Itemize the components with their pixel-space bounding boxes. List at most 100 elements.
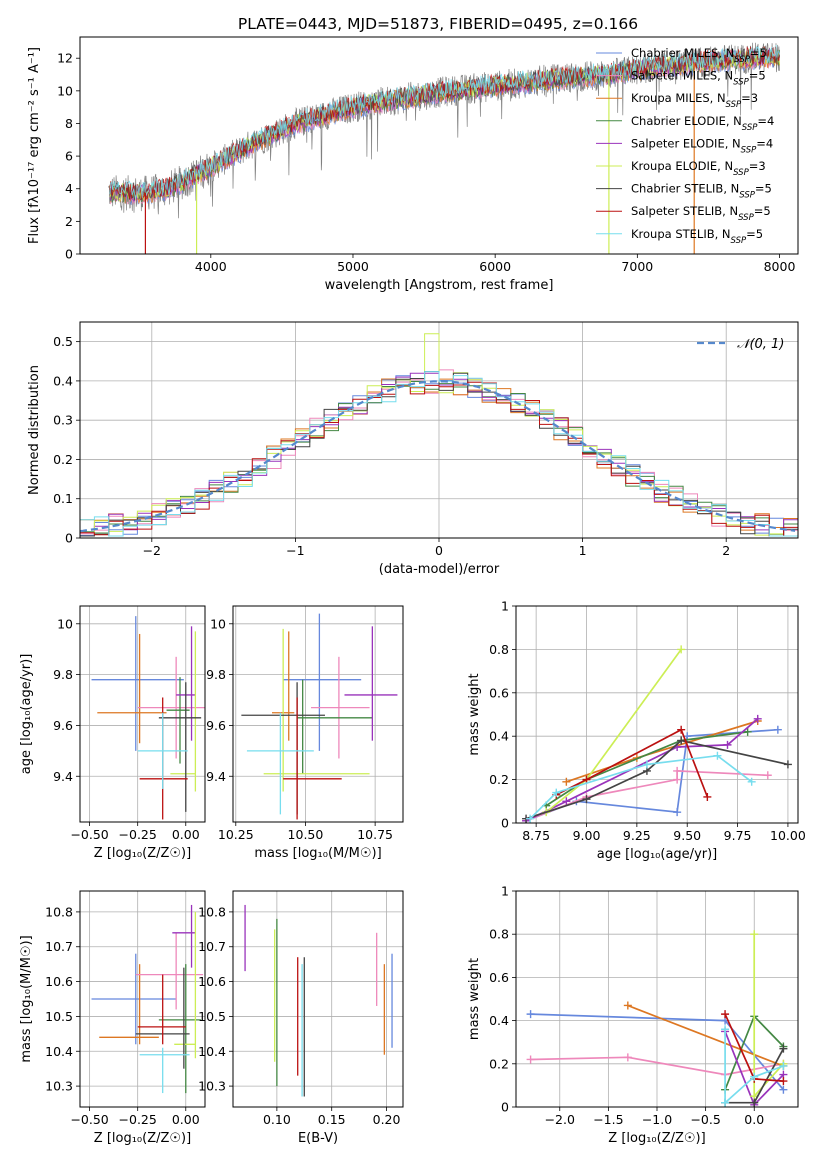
weight-line — [545, 731, 748, 807]
y-tick-label: 0.1 — [53, 491, 73, 506]
y-tick-label: 0.4 — [53, 373, 73, 388]
age_vs_mass-plot-area — [241, 613, 398, 820]
weight-point — [743, 727, 752, 736]
y-axis-label: Normed distribution — [27, 365, 42, 495]
weight-point — [673, 766, 682, 775]
x-tick-label: 8000 — [764, 259, 796, 274]
weight-point — [677, 736, 686, 745]
y-tick-label: 0 — [501, 1100, 509, 1115]
weight-point — [750, 930, 759, 939]
x-tick-label: −0.25 — [119, 827, 157, 842]
x-axis-label: E(B-V) — [298, 1131, 338, 1146]
y-tick-label: 0 — [501, 816, 509, 831]
x-tick-label: −0.50 — [70, 827, 108, 842]
weight-point — [677, 725, 686, 734]
x-tick-label: 9.00 — [573, 828, 601, 843]
mass_vs_Z-frame — [79, 890, 206, 1108]
y-tick-label: 10.3 — [45, 1079, 73, 1094]
age_vs_Z-panel: −0.50 −0.25 0.00 9.4 9.6 9.8 10 Z [log₁₀(Z/Z☉)]… — [19, 605, 206, 861]
residual-histogram — [80, 381, 798, 537]
y-tick-label: 10.4 — [45, 1044, 73, 1059]
weight-point — [721, 1025, 730, 1034]
x-tick-label: −2 — [143, 543, 161, 558]
weight-point — [723, 740, 732, 749]
x-tick-label: 1 — [579, 543, 587, 558]
weight-point — [763, 771, 772, 780]
x-tick-label: −0.5 — [690, 1112, 720, 1127]
y-tick-label: 12 — [57, 51, 73, 66]
y-tick-label: 10 — [57, 83, 73, 98]
weight_vs_Z-panel: −2.0 −1.5 −1.0 −0.5 0.0 0 0.2 0.4 0.6 0.8 1 Z [log₁… — [467, 884, 799, 1146]
age_vs_Z-frame — [79, 605, 206, 823]
x-tick-label: 2 — [722, 543, 730, 558]
x-tick-label: 0.20 — [373, 1112, 401, 1127]
weight-line — [627, 1004, 784, 1067]
x-tick-label: 0.00 — [172, 827, 200, 842]
y-tick-label: 0.6 — [489, 970, 509, 985]
y-tick-label: 0.2 — [489, 1056, 509, 1071]
normal-curve — [80, 380, 796, 533]
mass_vs_ebv-panel: 0.10 0.15 0.20 10.3 10.4 10.5 10.6 10.7 10.8 E(B-… — [198, 890, 404, 1146]
y-tick-label: 10.8 — [198, 904, 226, 919]
weight-point — [526, 1010, 535, 1019]
x-tick-label: 8.75 — [522, 828, 550, 843]
weight-point — [779, 1077, 788, 1086]
y-axis-label: mass weight — [467, 958, 482, 1040]
y-tick-label: 0.3 — [53, 413, 73, 428]
figure-title: PLATE=0443, MJD=51873, FIBERID=0495, z=0… — [238, 15, 638, 33]
x-tick-label: 5000 — [337, 259, 369, 274]
y-tick-label: 0 — [65, 531, 73, 546]
x-axis-label: age [log₁₀(age/yr)] — [597, 847, 718, 862]
y-tick-label: 0.2 — [53, 452, 73, 467]
y-tick-label: 10.6 — [45, 974, 73, 989]
mass_vs_ebv-grid — [233, 891, 403, 1107]
x-tick-label: 10.50 — [288, 827, 324, 842]
weight-point — [721, 1098, 730, 1107]
weight-point — [673, 775, 682, 784]
weight-point — [526, 1055, 535, 1064]
x-tick-label: 0 — [435, 543, 443, 558]
y-tick-label: 9.8 — [206, 667, 226, 682]
x-tick-label: −1.5 — [593, 1112, 623, 1127]
x-tick-label: 10.25 — [218, 827, 254, 842]
weight-point — [526, 814, 535, 823]
weight-point — [623, 1001, 632, 1010]
mass_vs_Z-plot-area — [91, 904, 204, 1094]
y-tick-label: 10.7 — [198, 939, 226, 954]
weight-point — [582, 775, 591, 784]
x-tick-label: 0.00 — [172, 1112, 200, 1127]
x-tick-label: 0.0 — [744, 1112, 764, 1127]
y-tick-label: 10.3 — [198, 1079, 226, 1094]
y-tick-label: 10.6 — [198, 974, 226, 989]
y-tick-label: 9.6 — [53, 718, 73, 733]
x-tick-label: 10.00 — [770, 828, 806, 843]
x-axis-label: wavelength [Angstrom, rest frame] — [325, 278, 554, 293]
x-tick-label: 10.75 — [357, 827, 393, 842]
weight-point — [779, 1085, 788, 1094]
y-tick-label: 0.8 — [489, 642, 509, 657]
weight-line — [724, 1029, 784, 1105]
age_vs_mass-frame — [232, 605, 404, 823]
weight-point — [582, 795, 591, 804]
weight_vs_age-panel: 8.75 9.00 9.25 9.50 9.75 10.00 0 0.2 0.4 0.6 0.8 1 a… — [467, 599, 806, 863]
legend-entry: 𝒩(0, 1) — [737, 337, 784, 352]
x-tick-label: −0.25 — [119, 1112, 157, 1127]
weight-point — [779, 1061, 788, 1070]
x-axis-label: Z [log₁₀(Z/Z☉)] — [94, 1131, 191, 1146]
weight-point — [673, 808, 682, 817]
y-tick-label: 10 — [210, 616, 226, 631]
residuals-panel: −2 −1 0 1 2 0 0.1 0.2 0.3 0.4 0.5 (data-model)/erro… — [27, 321, 799, 577]
weight-point — [562, 797, 571, 806]
weight_vs_age-plot-area — [522, 645, 792, 823]
y-tick-label: 10.4 — [198, 1044, 226, 1059]
y-axis-label: mass weight — [467, 673, 482, 755]
age_vs_Z-plot-area — [91, 616, 205, 820]
weight-point — [783, 760, 792, 769]
x-tick-label: −0.50 — [70, 1112, 108, 1127]
y-tick-label: 9.6 — [206, 718, 226, 733]
y-tick-label: 2 — [65, 214, 73, 229]
x-tick-label: 9.50 — [673, 828, 701, 843]
y-tick-label: 9.4 — [53, 769, 73, 784]
